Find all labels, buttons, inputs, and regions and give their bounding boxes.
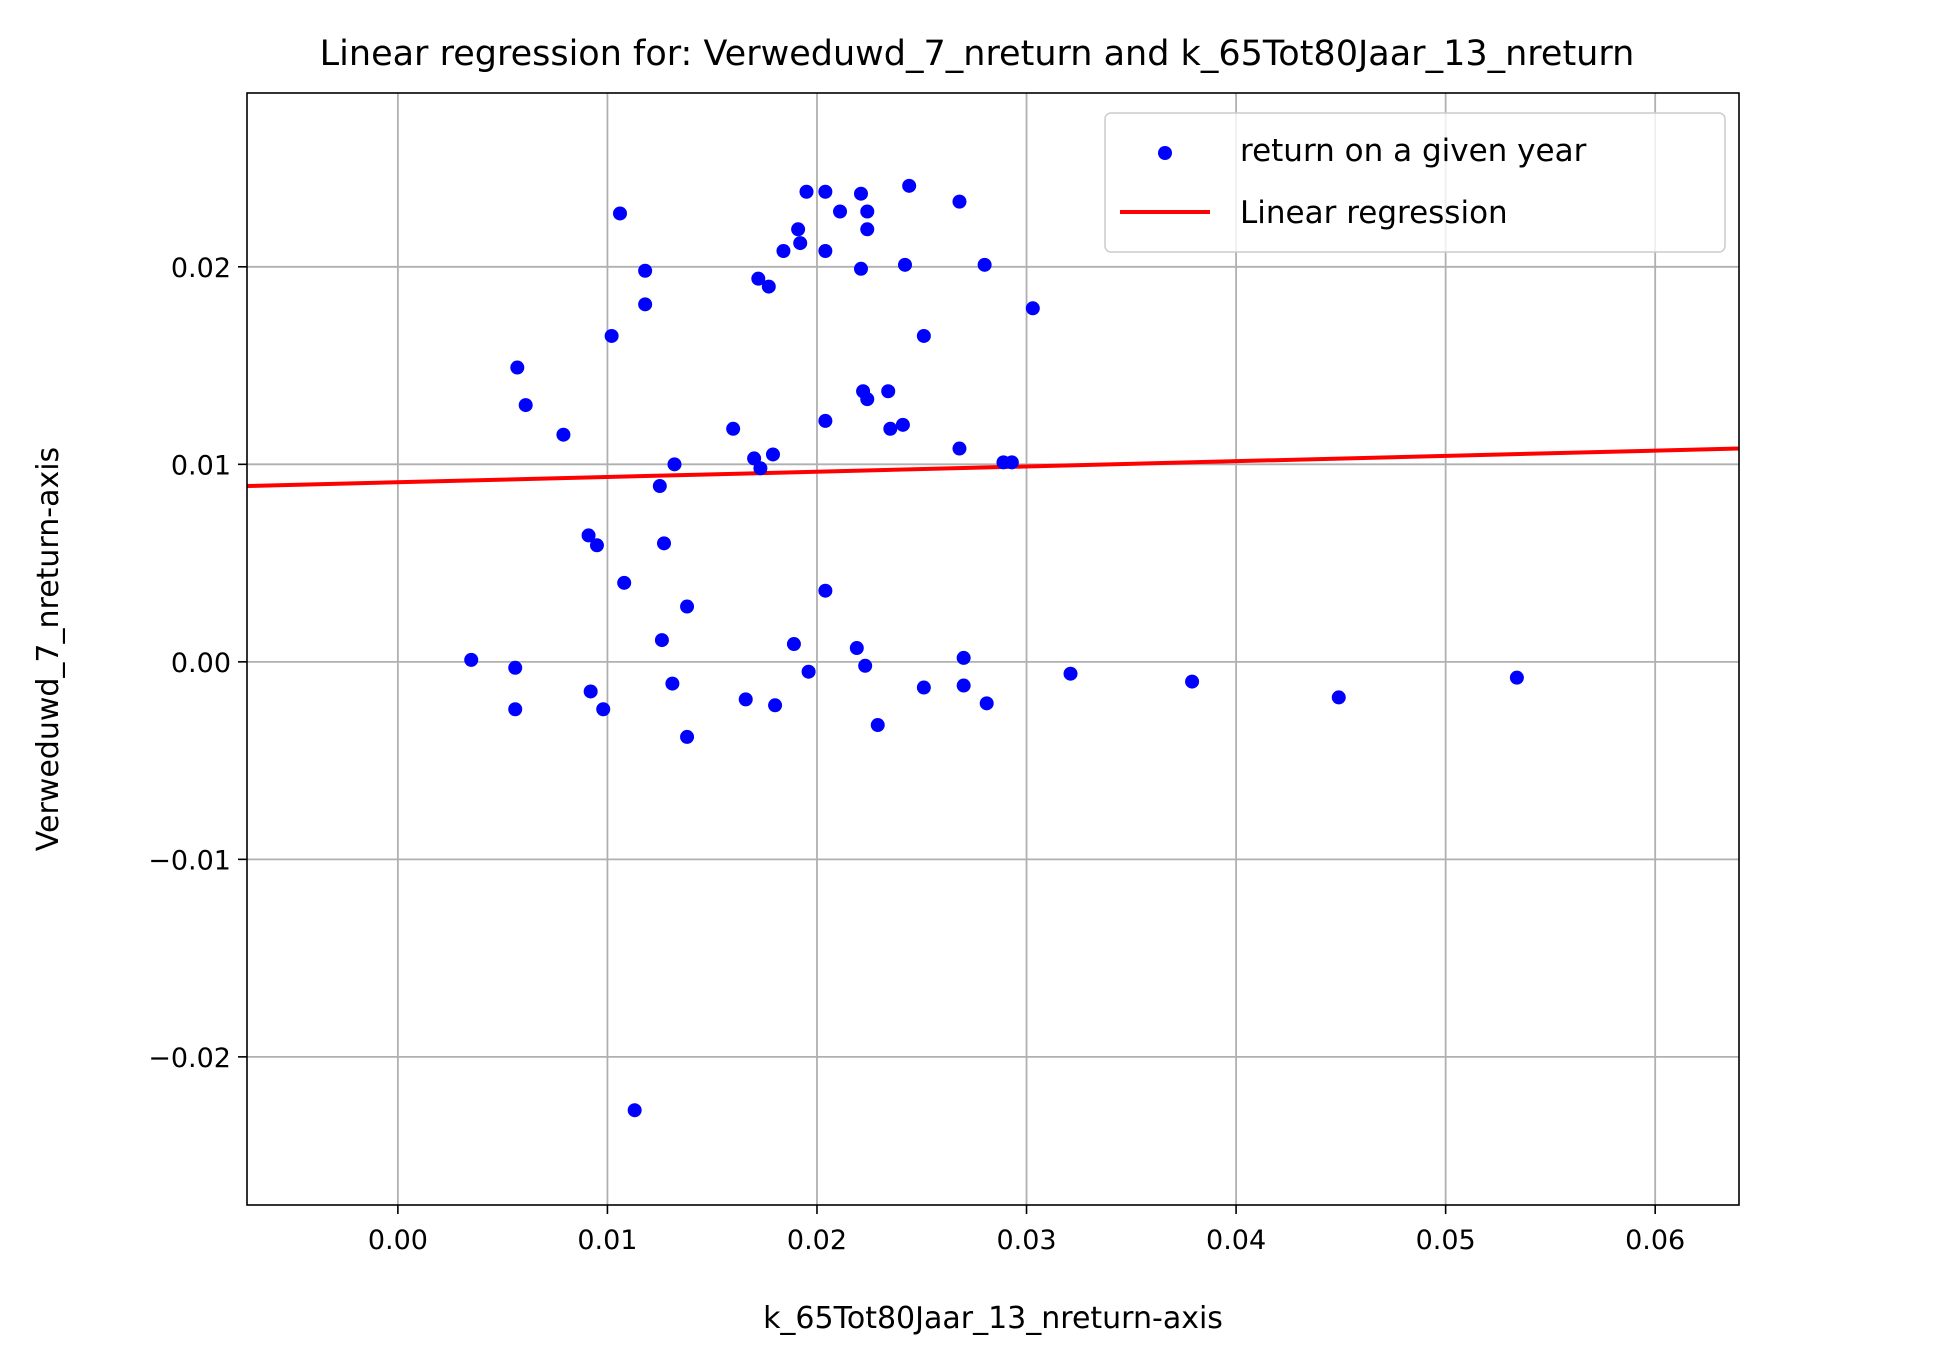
scatter-point bbox=[979, 696, 994, 711]
scatter-point bbox=[508, 660, 523, 675]
scatter-point bbox=[596, 702, 611, 717]
scatter-point bbox=[1025, 301, 1040, 316]
scatter-point bbox=[508, 702, 523, 717]
scatter-point bbox=[726, 421, 741, 436]
scatter-point bbox=[849, 641, 864, 656]
legend-label-line: Linear regression bbox=[1240, 195, 1508, 231]
scatter-point bbox=[654, 633, 669, 648]
scatter-point bbox=[883, 421, 898, 436]
scatter-point bbox=[583, 684, 598, 699]
scatter-point bbox=[1509, 670, 1524, 685]
x-axis-ticks: 0.00 0.01 0.02 0.03 0.04 0.05 0.06 bbox=[368, 1205, 1685, 1256]
scatter-point bbox=[768, 698, 783, 713]
scatter-point bbox=[786, 637, 801, 652]
scatter-point bbox=[627, 1103, 642, 1118]
scatter-point bbox=[510, 360, 525, 375]
scatter-point bbox=[881, 384, 896, 399]
scatter-point bbox=[1063, 666, 1078, 681]
scatter-point bbox=[604, 328, 619, 343]
scatter-point bbox=[902, 178, 917, 193]
scatter-point bbox=[895, 417, 910, 432]
y-axis-ticks: −0.02 −0.01 0.00 0.01 0.02 bbox=[148, 253, 247, 1074]
x-tick-label: 0.00 bbox=[368, 1225, 428, 1256]
scatter-point bbox=[799, 184, 814, 199]
scatter-point bbox=[818, 413, 833, 428]
scatter-point bbox=[680, 729, 695, 744]
scatter-point bbox=[791, 222, 806, 237]
scatter-point bbox=[613, 206, 627, 221]
grid-lines bbox=[247, 93, 1739, 1205]
plot-area bbox=[247, 93, 1739, 1205]
scatter-point bbox=[956, 650, 971, 665]
regression-series bbox=[246, 446, 1740, 489]
y-tick-label: 0.02 bbox=[171, 253, 231, 284]
legend-label-scatter: return on a given year bbox=[1240, 133, 1587, 169]
scatter-point bbox=[870, 718, 885, 733]
scatter-point bbox=[858, 658, 873, 673]
scatter-point bbox=[977, 257, 992, 272]
scatter-point bbox=[1331, 690, 1346, 705]
scatter-point bbox=[818, 583, 833, 598]
y-tick-label: 0.01 bbox=[171, 450, 231, 481]
plot-frame bbox=[246, 92, 1740, 1206]
legend: return on a given year Linear regression bbox=[1104, 112, 1726, 253]
scatter-point bbox=[952, 441, 967, 456]
scatter-point bbox=[818, 244, 833, 259]
scatter-point bbox=[916, 328, 931, 343]
legend-box bbox=[1104, 112, 1726, 253]
scatter-point bbox=[638, 297, 653, 312]
legend-marker-scatter bbox=[1158, 146, 1172, 160]
regression-line bbox=[246, 446, 1740, 489]
x-tick-label: 0.01 bbox=[577, 1225, 637, 1256]
scatter-point bbox=[897, 257, 912, 272]
scatter-point bbox=[860, 204, 875, 219]
scatter-point bbox=[916, 680, 931, 695]
y-tick-label: −0.01 bbox=[148, 845, 231, 876]
scatter-point bbox=[556, 427, 571, 442]
scatter-series bbox=[464, 178, 1524, 1118]
scatter-point bbox=[761, 279, 776, 294]
scatter-point bbox=[956, 678, 971, 693]
y-tick-label: −0.02 bbox=[148, 1043, 231, 1074]
scatter-point bbox=[1004, 455, 1019, 470]
scatter-point bbox=[638, 263, 653, 278]
scatter-point bbox=[860, 222, 875, 237]
scatter-point bbox=[667, 457, 682, 472]
scatter-point bbox=[738, 692, 753, 707]
scatter-point bbox=[860, 392, 875, 407]
scatter-point bbox=[680, 599, 695, 614]
scatter-point bbox=[776, 244, 791, 259]
scatter-point bbox=[652, 479, 667, 494]
scatter-point bbox=[818, 184, 833, 199]
scatter-point bbox=[589, 538, 604, 553]
x-tick-label: 0.05 bbox=[1416, 1225, 1476, 1256]
scatter-point bbox=[1185, 674, 1200, 689]
scatter-point bbox=[801, 664, 816, 679]
scatter-point bbox=[751, 271, 766, 286]
scatter-point bbox=[464, 652, 479, 667]
scatter-point bbox=[765, 447, 780, 462]
scatter-point bbox=[833, 204, 848, 219]
x-tick-label: 0.04 bbox=[1206, 1225, 1266, 1256]
chart-title: Linear regression for: Verweduwd_7_nretu… bbox=[320, 34, 1635, 74]
scatter-point bbox=[853, 186, 868, 201]
scatter-point bbox=[853, 261, 868, 276]
scatter-point bbox=[753, 461, 768, 476]
scatter-point bbox=[617, 575, 632, 590]
scatter-point bbox=[665, 676, 680, 691]
scatter-point bbox=[518, 398, 533, 413]
scatter-point bbox=[657, 536, 672, 551]
x-tick-label: 0.06 bbox=[1625, 1225, 1685, 1256]
x-tick-label: 0.03 bbox=[996, 1225, 1056, 1256]
scatter-point bbox=[581, 528, 596, 543]
y-axis-title: Verweduwd_7_nreturn-axis bbox=[31, 447, 66, 851]
scatter-point bbox=[793, 236, 808, 251]
scatter-point bbox=[952, 194, 967, 209]
y-tick-label: 0.00 bbox=[171, 648, 231, 679]
x-tick-label: 0.02 bbox=[787, 1225, 847, 1256]
x-axis-title: k_65Tot80Jaar_13_nreturn-axis bbox=[763, 1301, 1223, 1336]
